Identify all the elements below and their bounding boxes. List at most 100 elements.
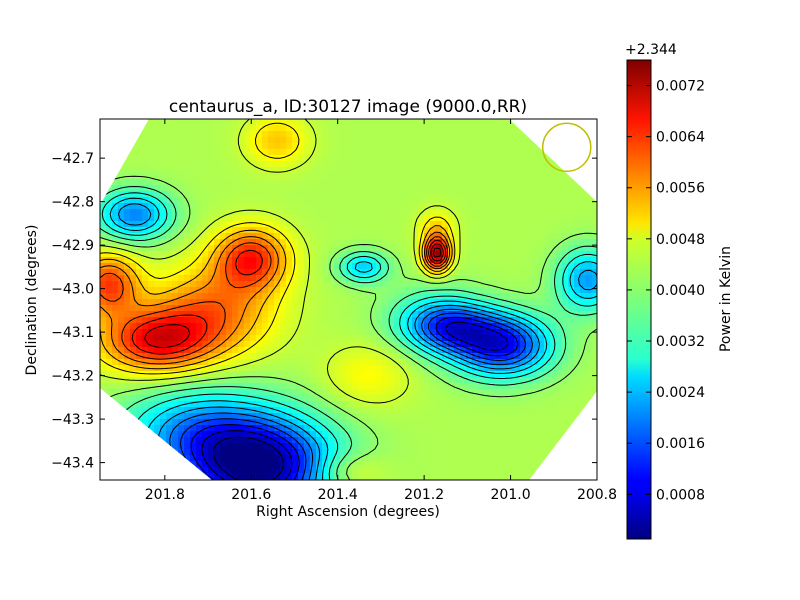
- heatmap-cell: [388, 329, 395, 336]
- heatmap-cell: [358, 227, 365, 234]
- heatmap-cell: [322, 461, 329, 468]
- heatmap-cell: [538, 365, 545, 372]
- heatmap-cell: [430, 137, 437, 144]
- heatmap-cell: [328, 305, 335, 312]
- heatmap-cell: [442, 347, 449, 354]
- heatmap-cell: [412, 425, 419, 432]
- heatmap-cell: [298, 287, 305, 294]
- heatmap-cell: [256, 413, 263, 420]
- heatmap-cell: [196, 209, 203, 216]
- heatmap-cell: [292, 221, 299, 228]
- heatmap-cell: [280, 329, 287, 336]
- heatmap-cell: [544, 461, 551, 468]
- heatmap-cell: [100, 179, 107, 186]
- heatmap-cell: [196, 341, 203, 348]
- heatmap-cell: [358, 257, 365, 264]
- heatmap-cell: [238, 383, 245, 390]
- heatmap-cell: [304, 269, 311, 276]
- heatmap-cell: [388, 173, 395, 180]
- heatmap-cell: [166, 329, 173, 336]
- heatmap-cell: [430, 167, 437, 174]
- heatmap-cell: [580, 413, 587, 420]
- heatmap-cell: [592, 119, 597, 126]
- heatmap-cell: [214, 143, 221, 150]
- heatmap-cell: [550, 239, 557, 246]
- heatmap-cell: [454, 323, 461, 330]
- heatmap-cell: [310, 407, 317, 414]
- heatmap-cell: [160, 437, 167, 444]
- heatmap-cell: [100, 347, 107, 354]
- heatmap-cell: [424, 359, 431, 366]
- heatmap-cell: [418, 377, 425, 384]
- heatmap-cell: [226, 149, 233, 156]
- heatmap-cell: [562, 185, 569, 192]
- heatmap-cell: [310, 323, 317, 330]
- heatmap-cell: [586, 239, 593, 246]
- heatmap-cell: [448, 329, 455, 336]
- heatmap-cell: [208, 413, 215, 420]
- heatmap-cell: [364, 155, 371, 162]
- heatmap-cell: [526, 401, 533, 408]
- heatmap-cell: [538, 443, 545, 450]
- heatmap-cell: [106, 203, 113, 210]
- heatmap-cell: [364, 377, 371, 384]
- heatmap-cell: [574, 329, 581, 336]
- heatmap-cell: [466, 407, 473, 414]
- heatmap-cell: [340, 305, 347, 312]
- heatmap-cell: [352, 293, 359, 300]
- heatmap-cell: [496, 413, 503, 420]
- heatmap-cell: [484, 395, 491, 402]
- heatmap-cell: [592, 371, 597, 378]
- heatmap-cell: [496, 323, 503, 330]
- heatmap-cell: [232, 329, 239, 336]
- heatmap-cell: [124, 161, 131, 168]
- heatmap-cell: [298, 377, 305, 384]
- heatmap-cell: [100, 311, 107, 318]
- heatmap-cell: [124, 383, 131, 390]
- heatmap-cell: [346, 119, 353, 126]
- heatmap-cell: [538, 239, 545, 246]
- heatmap-cell: [424, 449, 431, 456]
- heatmap-cell: [322, 131, 329, 138]
- heatmap-cell: [178, 173, 185, 180]
- heatmap-cell: [460, 449, 467, 456]
- heatmap-cell: [130, 143, 137, 150]
- heatmap-cell: [334, 251, 341, 258]
- heatmap-cell: [238, 359, 245, 366]
- heatmap-cell: [556, 449, 563, 456]
- heatmap-cell: [394, 383, 401, 390]
- heatmap-cell: [136, 401, 143, 408]
- heatmap-cell: [538, 173, 545, 180]
- heatmap-cell: [382, 317, 389, 324]
- heatmap-cell: [364, 257, 371, 264]
- heatmap-cell: [112, 335, 119, 342]
- heatmap-cell: [550, 221, 557, 228]
- heatmap-cell: [280, 257, 287, 264]
- heatmap-cell: [394, 425, 401, 432]
- heatmap-cell: [166, 233, 173, 240]
- heatmap-cell: [556, 257, 563, 264]
- heatmap-cell: [568, 461, 575, 468]
- heatmap-cell: [322, 149, 329, 156]
- heatmap-cell: [250, 221, 257, 228]
- heatmap-cell: [400, 221, 407, 228]
- heatmap-cell: [142, 239, 149, 246]
- heatmap-cell: [310, 335, 317, 342]
- heatmap-cell: [184, 323, 191, 330]
- heatmap-cell: [172, 233, 179, 240]
- heatmap-cell: [184, 131, 191, 138]
- heatmap-cell: [586, 191, 593, 198]
- heatmap-cell: [148, 443, 155, 450]
- heatmap-cell: [208, 425, 215, 432]
- heatmap-cell: [184, 203, 191, 210]
- heatmap-cell: [202, 251, 209, 258]
- heatmap-cell: [160, 281, 167, 288]
- heatmap-cell: [220, 137, 227, 144]
- heatmap-cell: [202, 143, 209, 150]
- heatmap-cell: [214, 161, 221, 168]
- heatmap-cell: [208, 371, 215, 378]
- heatmap-cell: [334, 419, 341, 426]
- heatmap-cell: [400, 251, 407, 258]
- heatmap-cell: [364, 443, 371, 450]
- heatmap-cell: [214, 353, 221, 360]
